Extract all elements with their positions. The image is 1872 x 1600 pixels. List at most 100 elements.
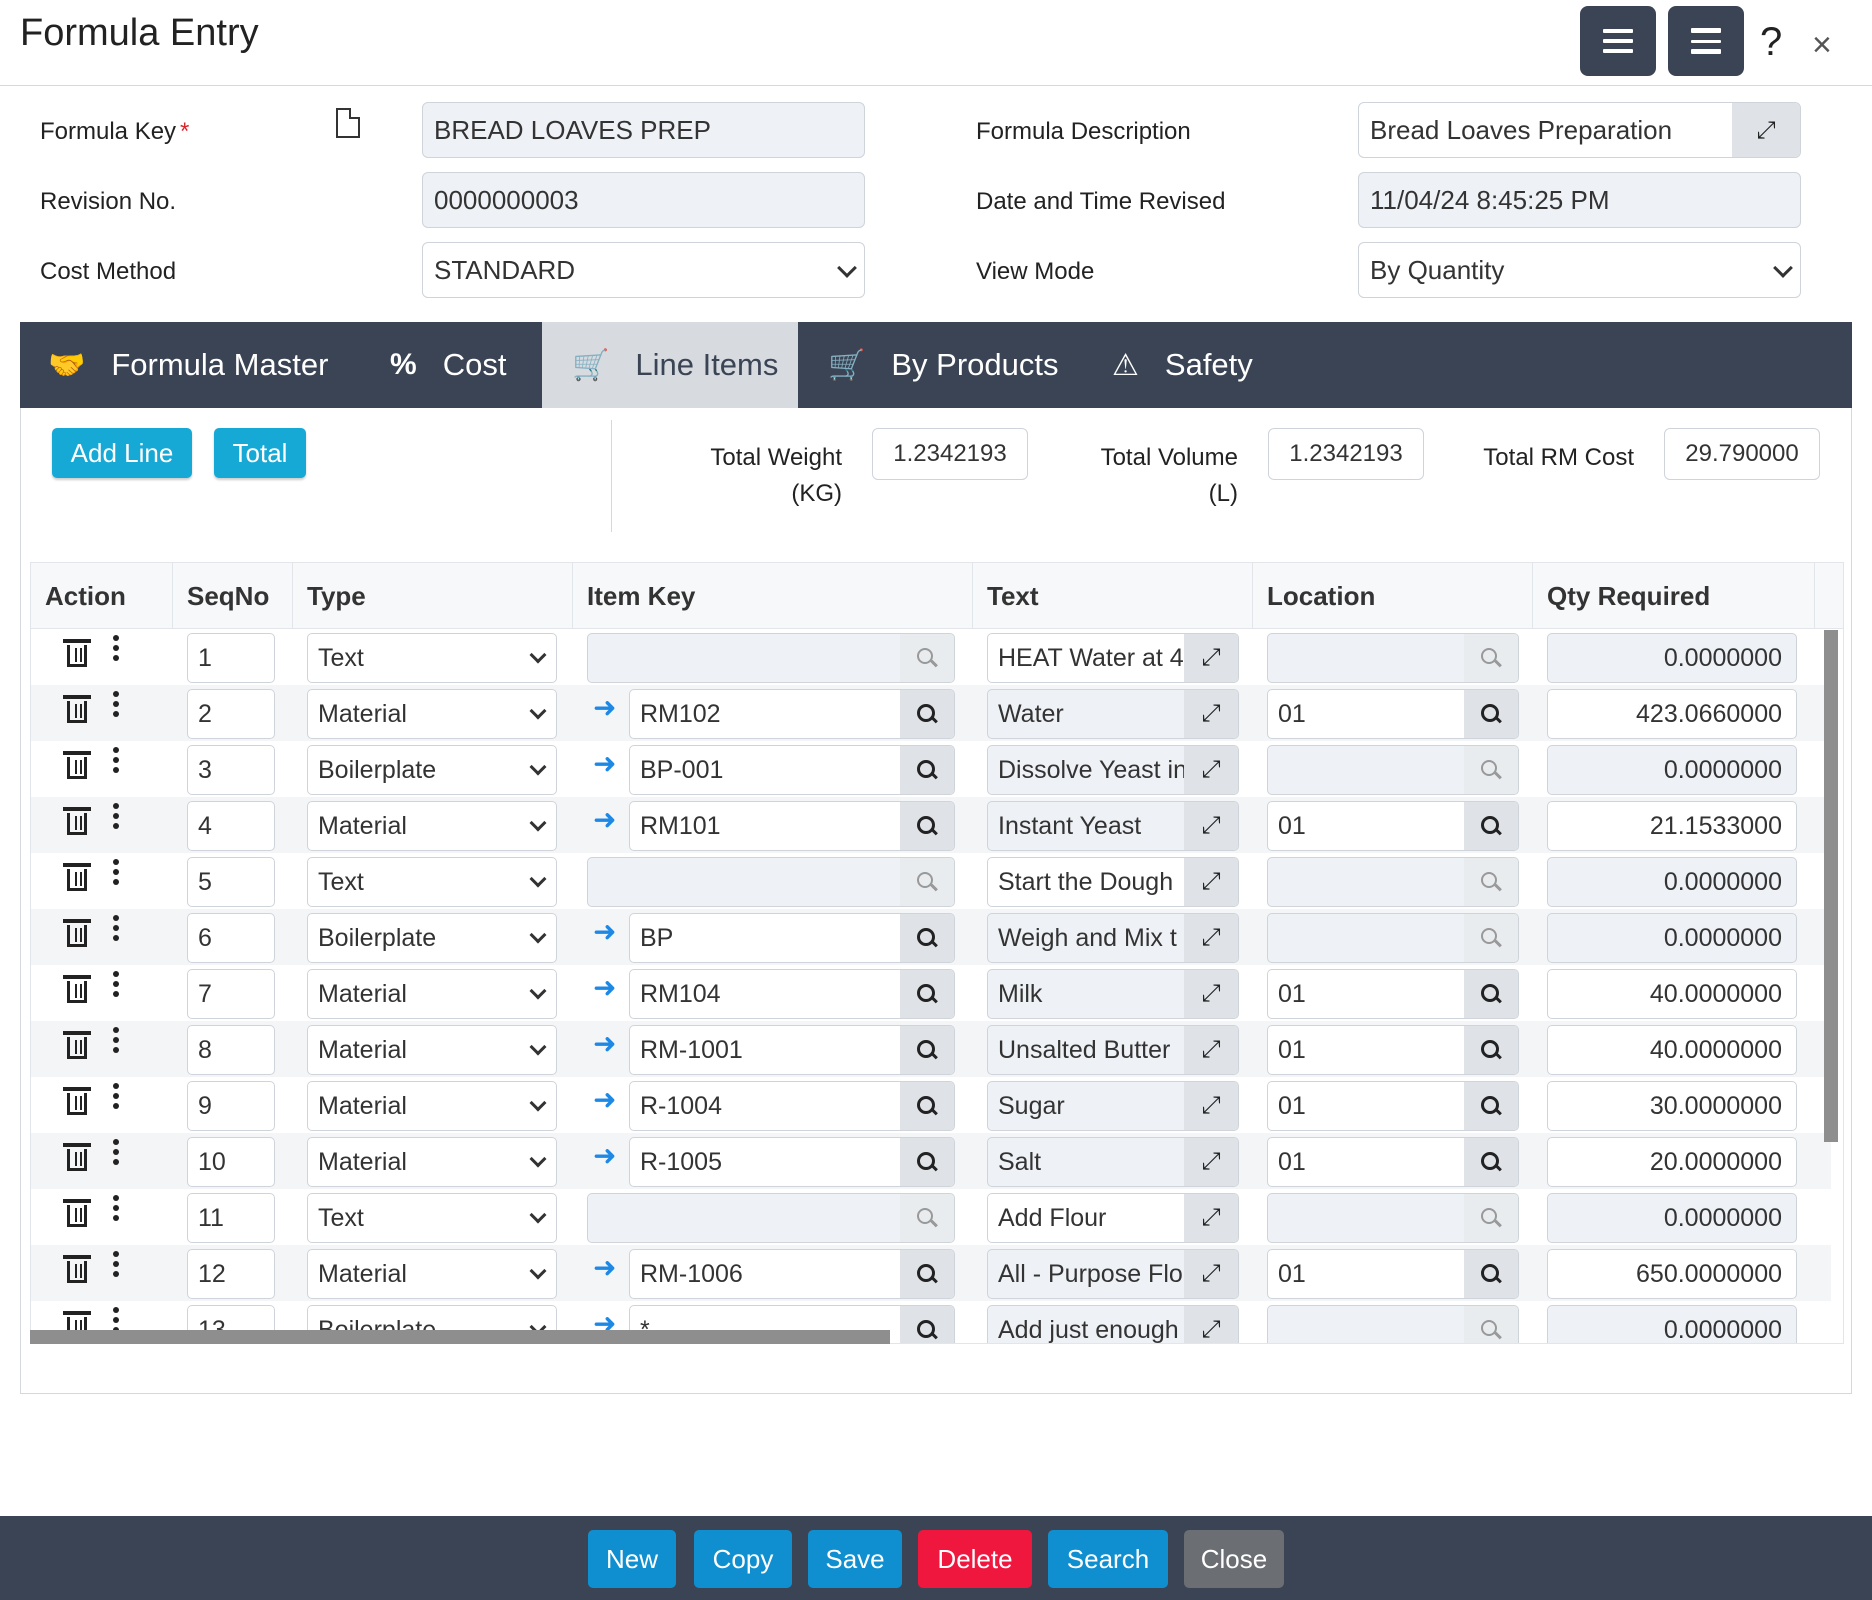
add-line-button[interactable]: Add Line xyxy=(52,428,192,478)
expand-text-button[interactable]: ⤢ xyxy=(1184,1138,1238,1186)
text-input[interactable]: Dissolve Yeast in ⤢ xyxy=(987,745,1239,795)
tab-formula-master[interactable]: 🤝 Formula Master xyxy=(48,322,378,408)
delete-row-icon[interactable] xyxy=(63,1087,91,1115)
search-button[interactable]: Search xyxy=(1048,1530,1168,1588)
item-key-input[interactable]: RM-1001 xyxy=(629,1025,955,1075)
type-select[interactable]: Material xyxy=(307,689,557,739)
row-menu-icon[interactable] xyxy=(113,1251,119,1279)
row-menu-icon[interactable] xyxy=(113,1027,119,1055)
expand-text-button[interactable]: ⤢ xyxy=(1184,1194,1238,1242)
revision-field[interactable]: 0000000003 xyxy=(422,172,865,228)
item-search-button[interactable] xyxy=(900,1138,954,1186)
text-input[interactable]: Unsalted Butter ⤢ xyxy=(987,1025,1239,1075)
delete-row-icon[interactable] xyxy=(63,751,91,779)
type-select[interactable]: Material xyxy=(307,1025,557,1075)
seqno-input[interactable]: 9 xyxy=(187,1081,275,1131)
delete-row-icon[interactable] xyxy=(63,1255,91,1283)
menu-button[interactable] xyxy=(1580,6,1656,76)
expand-text-button[interactable]: ⤢ xyxy=(1184,970,1238,1018)
formula-key-field[interactable]: BREAD LOAVES PREP xyxy=(422,102,865,158)
expand-text-button[interactable]: ⤢ xyxy=(1184,1082,1238,1130)
expand-text-button[interactable]: ⤢ xyxy=(1184,1250,1238,1298)
item-search-button[interactable] xyxy=(900,1194,954,1242)
column-header-type[interactable]: Type xyxy=(293,563,573,629)
item-key-input[interactable]: RM104 xyxy=(629,969,955,1019)
item-search-button[interactable] xyxy=(900,1026,954,1074)
item-key-input[interactable]: RM-1006 xyxy=(629,1249,955,1299)
type-select[interactable]: Text xyxy=(307,633,557,683)
arrow-right-icon[interactable]: ➜ xyxy=(593,972,617,1003)
arrow-right-icon[interactable]: ➜ xyxy=(593,804,617,835)
item-key-input[interactable]: R-1005 xyxy=(629,1137,955,1187)
formula-description-field[interactable]: Bread Loaves Preparation ⤢ xyxy=(1358,102,1801,158)
location-search-button[interactable] xyxy=(1464,1082,1518,1130)
type-select[interactable]: Text xyxy=(307,1193,557,1243)
total-volume-field[interactable]: 1.2342193 xyxy=(1268,428,1424,480)
row-menu-icon[interactable] xyxy=(113,971,119,999)
location-search-button[interactable] xyxy=(1464,914,1518,962)
expand-description-button[interactable]: ⤢ xyxy=(1732,103,1800,157)
item-key-input[interactable] xyxy=(587,633,955,683)
expand-text-button[interactable]: ⤢ xyxy=(1184,802,1238,850)
horizontal-scrollbar[interactable] xyxy=(30,1330,890,1344)
location-input[interactable]: 01 xyxy=(1267,1137,1519,1187)
location-input[interactable] xyxy=(1267,1305,1519,1343)
delete-row-icon[interactable] xyxy=(63,919,91,947)
location-search-button[interactable] xyxy=(1464,1250,1518,1298)
text-input[interactable]: Start the Dough ⤢ xyxy=(987,857,1239,907)
location-input[interactable] xyxy=(1267,633,1519,683)
seqno-input[interactable]: 6 xyxy=(187,913,275,963)
expand-text-button[interactable]: ⤢ xyxy=(1184,914,1238,962)
type-select[interactable]: Material xyxy=(307,1081,557,1131)
column-header-qty-required[interactable]: Qty Required xyxy=(1533,563,1815,629)
text-input[interactable]: Water ⤢ xyxy=(987,689,1239,739)
item-key-input[interactable]: BP-001 xyxy=(629,745,955,795)
location-input[interactable]: 01 xyxy=(1267,801,1519,851)
qty-required-input[interactable]: 40.0000000 xyxy=(1547,1025,1797,1075)
column-header-seqno[interactable]: SeqNo xyxy=(173,563,293,629)
seqno-input[interactable]: 2 xyxy=(187,689,275,739)
tab-line-items[interactable]: 🛒 Line Items xyxy=(542,322,798,408)
type-select[interactable]: Material xyxy=(307,1137,557,1187)
row-menu-icon[interactable] xyxy=(113,635,119,663)
delete-row-icon[interactable] xyxy=(63,695,91,723)
expand-text-button[interactable]: ⤢ xyxy=(1184,746,1238,794)
tab-safety[interactable]: ⚠ Safety xyxy=(1112,322,1312,408)
row-menu-icon[interactable] xyxy=(113,747,119,775)
location-input[interactable]: 01 xyxy=(1267,1249,1519,1299)
type-select[interactable]: Boilerplate xyxy=(307,913,557,963)
item-key-input[interactable]: BP xyxy=(629,913,955,963)
text-input[interactable]: Sugar ⤢ xyxy=(987,1081,1239,1131)
new-button[interactable]: New xyxy=(588,1530,676,1588)
help-icon[interactable]: ? xyxy=(1760,20,1783,64)
column-header-item-key[interactable]: Item Key xyxy=(573,563,973,629)
location-search-button[interactable] xyxy=(1464,1194,1518,1242)
seqno-input[interactable]: 11 xyxy=(187,1193,275,1243)
item-search-button[interactable] xyxy=(900,970,954,1018)
row-menu-icon[interactable] xyxy=(113,1139,119,1167)
location-search-button[interactable] xyxy=(1464,746,1518,794)
close-icon[interactable]: × xyxy=(1812,26,1832,64)
text-input[interactable]: HEAT Water at 4 ⤢ xyxy=(987,633,1239,683)
arrow-right-icon[interactable]: ➜ xyxy=(593,748,617,779)
location-input[interactable]: 01 xyxy=(1267,689,1519,739)
location-input[interactable]: 01 xyxy=(1267,1025,1519,1075)
text-input[interactable]: Add Flour ⤢ xyxy=(987,1193,1239,1243)
location-search-button[interactable] xyxy=(1464,1306,1518,1343)
qty-required-input[interactable]: 0.0000000 xyxy=(1547,1305,1797,1343)
row-menu-icon[interactable] xyxy=(113,691,119,719)
location-input[interactable]: 01 xyxy=(1267,1081,1519,1131)
expand-text-button[interactable]: ⤢ xyxy=(1184,1026,1238,1074)
tab-cost[interactable]: % Cost xyxy=(390,322,560,408)
text-input[interactable]: Weigh and Mix t ⤢ xyxy=(987,913,1239,963)
location-input[interactable] xyxy=(1267,1193,1519,1243)
location-search-button[interactable] xyxy=(1464,1138,1518,1186)
qty-required-input[interactable]: 0.0000000 xyxy=(1547,745,1797,795)
item-search-button[interactable] xyxy=(900,858,954,906)
item-search-button[interactable] xyxy=(900,746,954,794)
expand-text-button[interactable]: ⤢ xyxy=(1184,1306,1238,1343)
item-search-button[interactable] xyxy=(900,1306,954,1343)
qty-required-input[interactable]: 0.0000000 xyxy=(1547,857,1797,907)
text-input[interactable]: Instant Yeast ⤢ xyxy=(987,801,1239,851)
seqno-input[interactable]: 4 xyxy=(187,801,275,851)
